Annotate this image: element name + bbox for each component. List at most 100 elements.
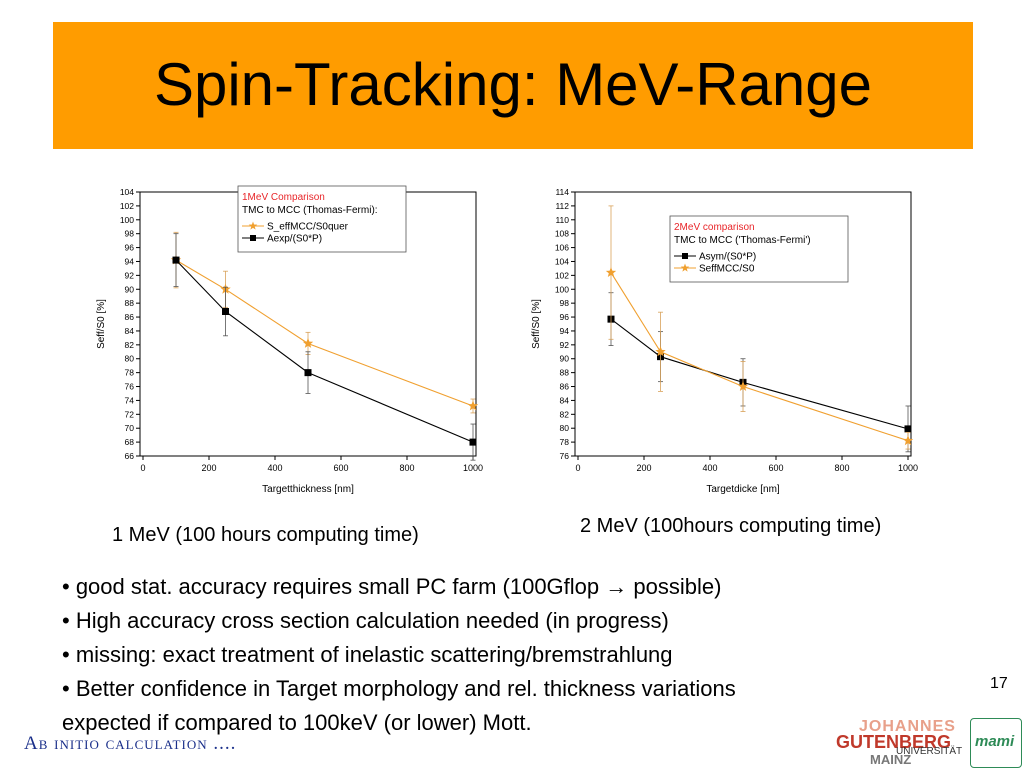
x-tick-label: 1000 — [898, 463, 918, 473]
y-tick-label: 90 — [560, 354, 570, 364]
bullet-item-1: • good stat. accuracy requires small PC … — [62, 574, 722, 599]
y-tick-label: 82 — [125, 340, 135, 350]
bullet-item-4: • Better confidence in Target morphology… — [62, 676, 736, 701]
y-tick-label: 86 — [125, 312, 135, 322]
y-tick-label: 106 — [555, 243, 569, 253]
y-tick-label: 98 — [560, 298, 570, 308]
series-line — [610, 318, 909, 430]
logo-line-4: MAINZ — [870, 752, 912, 767]
y-tick-label: 78 — [125, 368, 135, 378]
bullet-item-2: • High accuracy cross section calculatio… — [62, 608, 669, 633]
caption-1mev: 1 MeV (100 hours computing time) — [112, 524, 419, 546]
y-tick-label: 96 — [560, 312, 570, 322]
y-tick-label: 88 — [125, 298, 135, 308]
x-axis-label: Targetthickness [nm] — [262, 484, 354, 495]
bullet-item-3: • missing: exact treatment of inelastic … — [62, 642, 673, 667]
data-point-square — [904, 425, 912, 433]
series-line — [175, 259, 474, 443]
mami-logo-text: mami — [975, 733, 1015, 750]
mami-logo: mami — [970, 718, 1022, 768]
data-point-star — [605, 267, 617, 277]
footer-title: Ab initio calculation .... — [24, 733, 237, 754]
x-tick-label: 400 — [267, 463, 282, 473]
data-point-square — [469, 438, 477, 446]
y-tick-label: 88 — [560, 368, 570, 378]
series-line — [175, 259, 474, 407]
legend-marker-star — [248, 221, 258, 230]
data-point-star — [902, 435, 914, 446]
y-tick-label: 98 — [125, 229, 135, 239]
y-tick-label: 100 — [555, 284, 569, 294]
y-tick-label: 66 — [125, 451, 135, 461]
x-tick-label: 0 — [140, 463, 145, 473]
x-tick-label: 800 — [399, 463, 414, 473]
legend-entry: Asym/(S0*P) — [699, 252, 756, 263]
x-tick-label: 200 — [201, 463, 216, 473]
y-tick-label: 76 — [560, 451, 570, 461]
y-tick-label: 80 — [125, 354, 135, 364]
legend-entry: S_effMCC/S0quer — [267, 222, 349, 233]
y-tick-label: 92 — [560, 340, 570, 350]
y-tick-label: 74 — [125, 395, 135, 405]
data-point-square — [304, 369, 312, 377]
plot-frame — [574, 191, 912, 457]
legend-subtitle: TMC to MCC (Thomas-Fermi): — [242, 205, 378, 216]
y-tick-label: 68 — [125, 437, 135, 447]
y-tick-label: 82 — [560, 409, 570, 419]
y-tick-label: 94 — [560, 326, 570, 336]
y-tick-label: 72 — [125, 409, 135, 419]
legend-marker-star — [680, 263, 690, 272]
title-bar: Spin-Tracking: MeV-Range — [53, 22, 973, 149]
legend-entry: SeffMCC/S0 — [699, 264, 755, 275]
y-tick-label: 70 — [125, 423, 135, 433]
y-tick-label: 114 — [555, 187, 569, 197]
logo-line-2: GUTENBERG — [836, 732, 952, 752]
page-number: 17 — [990, 675, 1008, 692]
y-tick-label: 100 — [120, 215, 134, 225]
y-tick-label: 80 — [560, 423, 570, 433]
data-point-square — [172, 256, 180, 264]
y-tick-label: 104 — [555, 256, 569, 266]
legend-entry: Aexp/(S0*P) — [267, 234, 322, 245]
y-tick-label: 86 — [560, 382, 570, 392]
chart-2mev: 76 78 80 82 84 86 88 90 92 94 96 98 100 102 104 106 108 1… — [531, 187, 918, 495]
legend-marker-square — [682, 253, 688, 259]
legend-marker-square — [250, 235, 256, 241]
y-tick-label: 78 — [560, 437, 570, 447]
series-line — [610, 272, 909, 442]
data-point-star — [302, 338, 314, 348]
data-point-square — [222, 307, 229, 315]
x-tick-label: 600 — [768, 463, 783, 473]
legend-box — [237, 185, 407, 253]
caption-2mev: 2 MeV (100hours computing time) — [580, 515, 882, 537]
y-tick-label: 94 — [125, 256, 135, 266]
x-tick-label: 600 — [333, 463, 348, 473]
y-tick-label: 96 — [125, 243, 135, 253]
x-tick-label: 1000 — [463, 463, 483, 473]
y-tick-label: 102 — [555, 270, 569, 280]
bullet-list: • good stat. accuracy requires small PC … — [62, 570, 962, 740]
y-tick-label: 92 — [125, 270, 135, 280]
data-point-star — [467, 400, 479, 411]
y-tick-label: 84 — [560, 395, 570, 405]
chart-1mev: 66 68 70 72 74 76 78 80 82 84 86 88 90 92 94 96 98 100 102… — [96, 185, 483, 495]
x-tick-label: 800 — [834, 463, 849, 473]
x-tick-label: 200 — [636, 463, 651, 473]
y-tick-label: 76 — [125, 382, 135, 392]
data-point-star — [655, 346, 666, 357]
y-tick-label: 90 — [125, 284, 135, 294]
y-tick-label: 84 — [125, 326, 135, 336]
legend-title: 1MeV Comparison — [242, 192, 325, 203]
y-axis-label: Seff/S0 [%] — [96, 299, 107, 349]
legend-title: 2MeV comparison — [674, 222, 755, 233]
slide-title: Spin-Tracking: MeV-Range — [153, 51, 873, 118]
jgu-logo: JOHANNES GUTENBERG UNIVERSITÄT MAINZ — [834, 718, 964, 767]
legend-box — [669, 215, 849, 283]
logo-line-1: JOHANNES — [859, 718, 956, 735]
bullet-item-5: expected if compared to 100keV (or lower… — [62, 710, 532, 735]
y-tick-label: 112 — [555, 201, 569, 211]
y-tick-label: 102 — [120, 201, 134, 211]
x-axis-label: Targetdicke [nm] — [706, 484, 780, 495]
logo-line-3: UNIVERSITÄT — [896, 746, 963, 757]
y-tick-label: 108 — [555, 229, 569, 239]
